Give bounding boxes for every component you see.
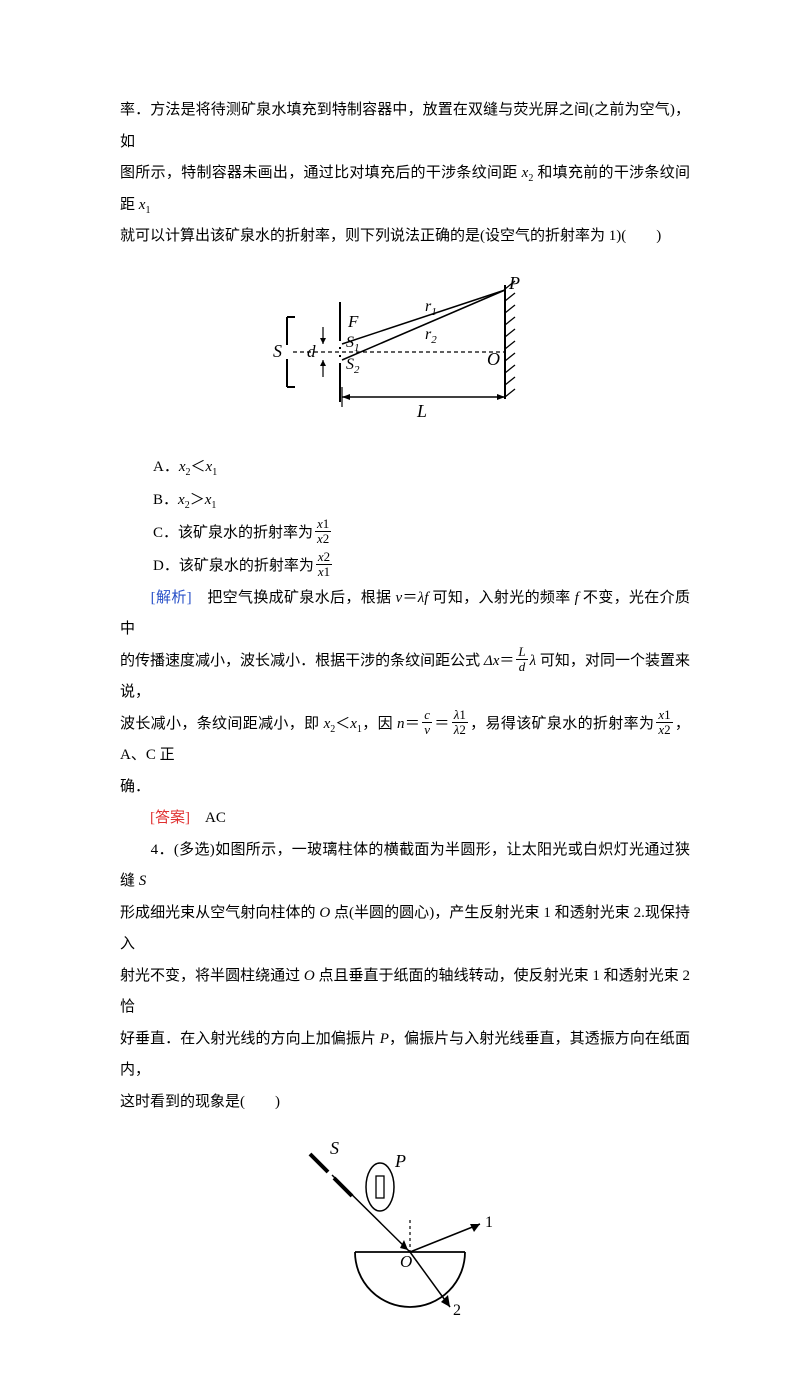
text: 的传播速度减小，波长减小．根据干涉的条纹间距公式: [120, 653, 484, 669]
q4-figure: S P O 1 2: [120, 1132, 690, 1322]
eq: ＝: [405, 716, 421, 732]
opt-label: C．该矿泉水的折射率为: [153, 525, 313, 541]
fig-label-r2: r2: [425, 326, 437, 346]
text: 把空气换成矿泉水后，根据: [192, 590, 396, 606]
eq: ＝: [402, 590, 418, 606]
q4-line3: 射光不变，将半圆柱绕通过 O 点且垂直于纸面的轴线转动，使反射光束 1 和透射光…: [120, 961, 690, 1024]
q3-option-b: B．x2＞x1: [153, 484, 690, 517]
sub-1: 1: [145, 205, 150, 216]
var: n: [397, 716, 405, 732]
fraction: cv: [422, 708, 432, 736]
cmp: ＞: [190, 492, 205, 508]
eq: ＝: [499, 653, 514, 669]
q4-line1: 4．(多选)如图所示，一玻璃柱体的横截面为半圆形，让太阳光或白炽灯光通过狭缝 S: [120, 835, 690, 898]
text: 形成细光束从空气射向柱体的: [120, 905, 319, 921]
fig-label-r1: r1: [425, 298, 437, 318]
fraction: x1x2: [656, 708, 672, 736]
q4-line2: 形成细光束从空气射向柱体的 O 点(半圆的圆心)，产生反射光束 1 和透射光束 …: [120, 898, 690, 961]
fig2-label-P: P: [394, 1151, 406, 1171]
var-O: O: [304, 968, 315, 984]
cmp: ＜: [335, 716, 350, 732]
text: 4．(多选)如图所示，一玻璃柱体的横截面为半圆形，让太阳光或白炽灯光通过狭缝: [120, 842, 690, 890]
q3-figure: S d F S1 S2 r1 r2 P O L: [120, 267, 690, 437]
eq: ＝: [434, 716, 450, 732]
text: 好垂直．在入射光线的方向上加偏振片: [120, 1031, 380, 1047]
fig-label-S1: S1: [346, 334, 360, 354]
sub: 1: [212, 467, 217, 478]
q3-intro-line3: 就可以计算出该矿泉水的折射率，则下列说法正确的是(设空气的折射率为 1)( ): [120, 221, 690, 253]
q3-analysis-line2: 的传播速度减小，波长减小．根据干涉的条纹间距公式 Δx＝Ldλ 可知，对同一个装…: [120, 646, 690, 709]
opt-label: B．: [153, 492, 178, 508]
var-S: S: [139, 873, 147, 889]
fraction: x2x1: [316, 550, 332, 578]
text: ，因: [362, 716, 397, 732]
fig2-label-S: S: [330, 1138, 339, 1158]
q3-intro-line2: 图所示，特制容器未画出，通过比对填充后的干涉条纹间距 x2 和填充前的干涉条纹间…: [120, 158, 690, 221]
q4-line5: 这时看到的现象是( ): [120, 1087, 690, 1119]
var-O: O: [319, 905, 330, 921]
var: x: [179, 459, 186, 475]
q3-analysis-line4: 确．: [120, 772, 690, 804]
var: Δ: [484, 653, 493, 669]
var: x: [350, 716, 357, 732]
document-page: 率．方法是将待测矿泉水填充到特制容器中，放置在双缝与荧光屏之间(之前为空气)，如…: [0, 0, 800, 1396]
text: ，易得该矿泉水的折射率为: [470, 716, 654, 732]
text: 射光不变，将半圆柱绕通过: [120, 968, 304, 984]
fig-label-S2: S2: [346, 356, 360, 376]
text: 图所示，特制容器未画出，通过比对填充后的干涉条纹间距: [120, 165, 522, 181]
text: 波长减小，条纹间距减小，即: [120, 716, 324, 732]
fig-label-S: S: [273, 341, 282, 361]
q4-line4: 好垂直．在入射光线的方向上加偏振片 P，偏振片与入射光线垂直，其透振方向在纸面内…: [120, 1024, 690, 1087]
cmp: ＜: [191, 459, 206, 475]
fraction: λ1λ2: [452, 708, 468, 736]
fig-label-F: F: [347, 312, 359, 331]
opt-label: A．: [153, 459, 179, 475]
q3-option-d: D．该矿泉水的折射率为x2x1: [153, 550, 690, 583]
var-P: P: [380, 1031, 389, 1047]
analysis-label: [解析]: [151, 590, 192, 606]
q3-analysis-line1: [解析] 把空气换成矿泉水后，根据 v＝λf 可知，入射光的频率 f 不变，光在…: [120, 583, 690, 646]
q3-option-a: A．x2＜x1: [153, 451, 690, 484]
text: 可知，入射光的频率: [428, 590, 574, 606]
fraction: Ld: [516, 645, 527, 673]
sub: 1: [211, 500, 216, 511]
q3-option-c: C．该矿泉水的折射率为x1x2: [153, 517, 690, 550]
var: x: [178, 492, 185, 508]
fig2-label-1: 1: [485, 1214, 493, 1231]
fig-label-P: P: [508, 273, 520, 293]
fig2-label-O: O: [400, 1252, 412, 1271]
fig-label-L: L: [416, 401, 427, 421]
answer-label: [答案]: [150, 810, 190, 826]
fig-label-O: O: [487, 349, 500, 369]
q3-analysis-line3: 波长减小，条纹间距减小，即 x2＜x1，因 n＝cv＝λ1λ2，易得该矿泉水的折…: [120, 709, 690, 772]
opt-label: D．该矿泉水的折射率为: [153, 558, 314, 574]
fig-label-d: d: [307, 342, 316, 361]
q3-intro-line1: 率．方法是将待测矿泉水填充到特制容器中，放置在双缝与荧光屏之间(之前为空气)，如: [120, 95, 690, 158]
answer-value: AC: [190, 810, 226, 826]
fraction: x1x2: [315, 517, 331, 545]
q3-answer: [答案] AC: [120, 803, 690, 835]
fig2-label-2: 2: [453, 1302, 461, 1319]
